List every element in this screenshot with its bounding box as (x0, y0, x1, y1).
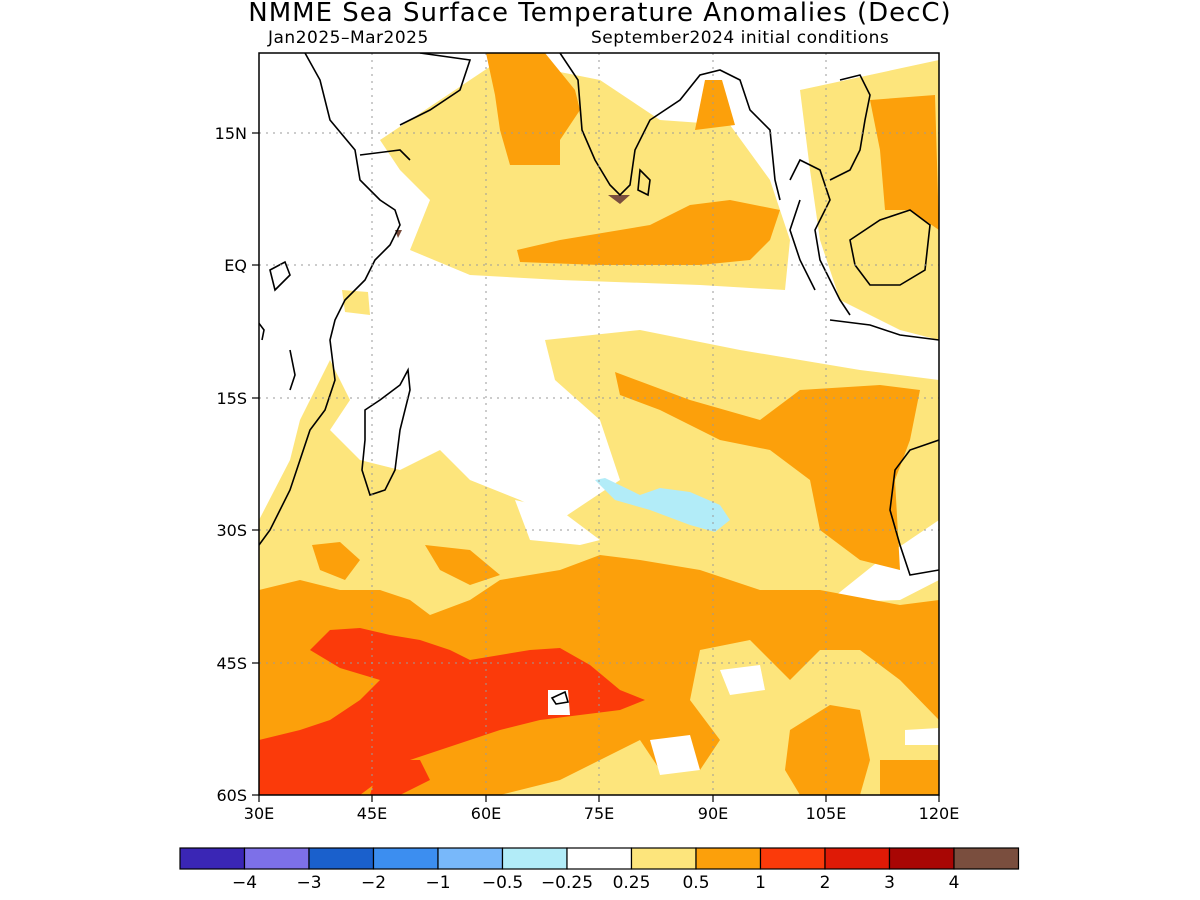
colorbar-swatch (437, 847, 504, 870)
anomaly-1-2 (259, 628, 645, 795)
lat-label: 15S (216, 389, 247, 408)
lon-label: 90E (698, 804, 728, 823)
lon-label: 30E (244, 804, 274, 823)
colorbar-swatch (308, 847, 375, 870)
colorbar-label: −1 (425, 873, 450, 893)
colorbar-swatch (179, 847, 246, 870)
colorbar-swatch (759, 847, 826, 870)
colorbar-swatch (243, 847, 310, 870)
colorbar-label: −4 (232, 873, 257, 893)
colorbar-label: 4 (949, 873, 960, 893)
colorbar-swatch (953, 847, 1020, 870)
lat-label: 30S (216, 521, 247, 540)
anomaly-field (259, 53, 939, 795)
coastlines (259, 53, 939, 705)
colorbar-label: −0.25 (541, 873, 593, 893)
tick-marks (252, 132, 940, 802)
colorbar-swatch (372, 847, 439, 870)
anomaly-4-plus (608, 195, 630, 204)
white-patches (515, 500, 939, 775)
lon-label: 75E (584, 804, 614, 823)
latitude-labels: 15N EQ 15S 30S 45S 60S (215, 124, 247, 805)
lon-label: 105E (806, 804, 847, 823)
colorbar-label: 0.25 (613, 873, 651, 893)
colorbar-swatch (824, 847, 891, 870)
colorbar-label: 2 (820, 873, 831, 893)
longitude-labels: 30E 45E 60E 75E 90E 105E 120E (244, 804, 960, 823)
colorbar-swatch (888, 847, 955, 870)
anomaly-neg-0.25 (595, 478, 730, 532)
colorbar-label: 3 (884, 873, 895, 893)
initial-conditions-label: September2024 initial conditions (591, 28, 890, 48)
lat-label: EQ (224, 256, 247, 275)
colorbar-label: −2 (361, 873, 386, 893)
colorbar-swatch (566, 847, 633, 870)
grid-lines (259, 53, 939, 795)
lat-label: 45S (216, 654, 247, 673)
map-title: NMME Sea Surface Temperature Anomalies (… (248, 0, 952, 28)
lon-label: 45E (357, 804, 387, 823)
lon-label: 120E (919, 804, 960, 823)
colorbar-label: 0.5 (682, 873, 709, 893)
colorbar: −4 −3 −2 −1 −0.5 −0.25 0.25 0.5 1 2 3 4 (179, 847, 1020, 893)
lat-label: 60S (216, 786, 247, 805)
lon-label: 60E (471, 804, 501, 823)
colorbar-swatch (501, 847, 568, 870)
colorbar-label: 1 (755, 873, 766, 893)
lat-label: 15N (215, 124, 247, 143)
colorbar-swatch (695, 847, 762, 870)
colorbar-label: −0.5 (482, 873, 523, 893)
colorbar-swatch (630, 847, 697, 870)
forecast-period: Jan2025–Mar2025 (268, 28, 429, 48)
colorbar-label: −3 (296, 873, 321, 893)
